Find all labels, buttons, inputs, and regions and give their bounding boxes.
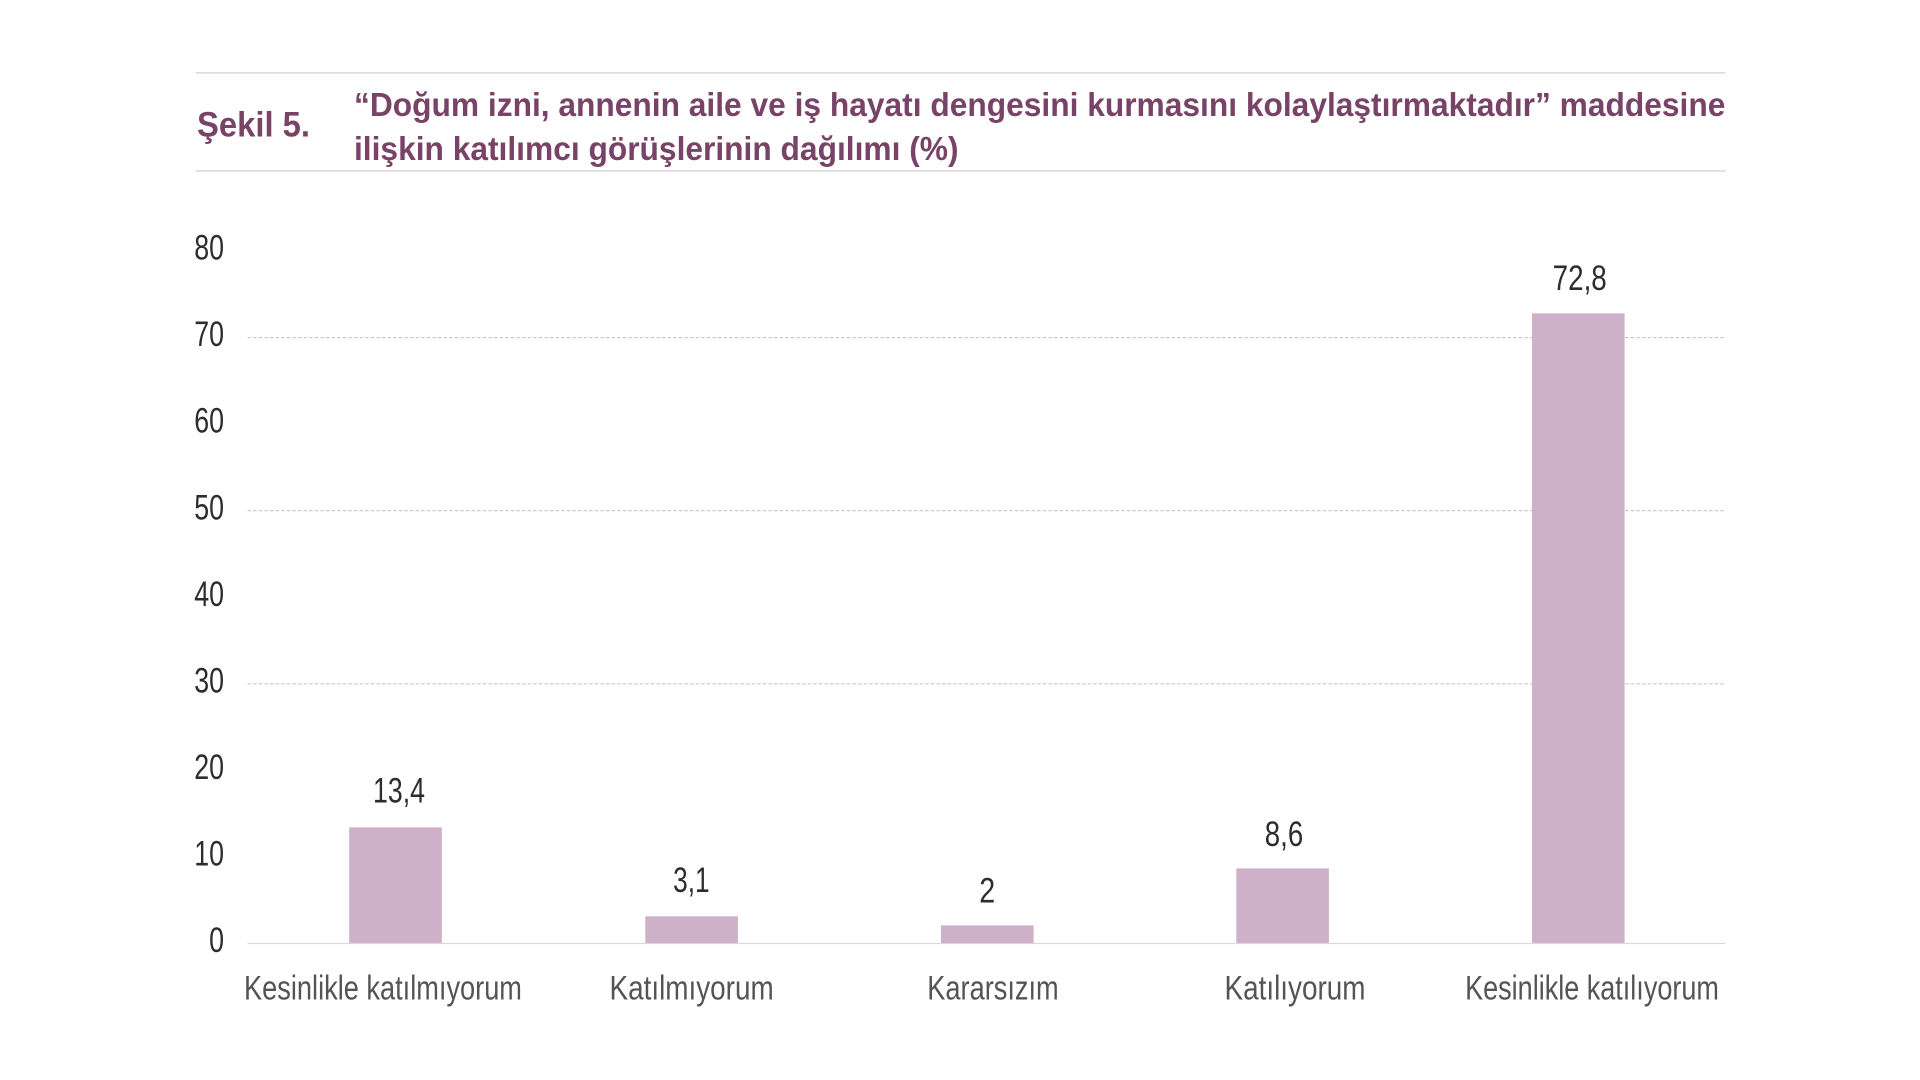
svg-text:60: 60 bbox=[194, 401, 224, 440]
svg-text:Şekil 5.: Şekil 5. bbox=[197, 106, 310, 145]
svg-text:80: 80 bbox=[194, 228, 224, 267]
svg-text:Kararsızım: Kararsızım bbox=[927, 968, 1058, 1007]
svg-text:8,6: 8,6 bbox=[1265, 814, 1303, 854]
svg-text:72,8: 72,8 bbox=[1553, 258, 1607, 298]
svg-text:Kesinlikle katılmıyorum: Kesinlikle katılmıyorum bbox=[244, 968, 522, 1007]
svg-text:2: 2 bbox=[979, 871, 995, 910]
svg-text:“Doğum izni, annenin aile ve i: “Doğum izni, annenin aile ve iş hayatı d… bbox=[354, 86, 1725, 123]
svg-text:13,4: 13,4 bbox=[373, 771, 425, 810]
svg-text:70: 70 bbox=[194, 315, 224, 354]
svg-text:Katılıyorum: Katılıyorum bbox=[1225, 969, 1366, 1007]
svg-text:0: 0 bbox=[209, 921, 224, 960]
svg-text:30: 30 bbox=[194, 661, 224, 700]
svg-text:Kesinlikle katılıyorum: Kesinlikle katılıyorum bbox=[1465, 968, 1719, 1007]
svg-text:40: 40 bbox=[194, 574, 224, 613]
svg-text:Katılmıyorum: Katılmıyorum bbox=[610, 969, 774, 1007]
svg-text:50: 50 bbox=[194, 488, 224, 527]
svg-text:20: 20 bbox=[194, 748, 224, 787]
svg-text:10: 10 bbox=[194, 834, 224, 873]
svg-text:ilişkin katılımcı görüşlerinin: ilişkin katılımcı görüşlerinin dağılımı … bbox=[354, 130, 959, 167]
svg-text:3,1: 3,1 bbox=[673, 860, 709, 900]
